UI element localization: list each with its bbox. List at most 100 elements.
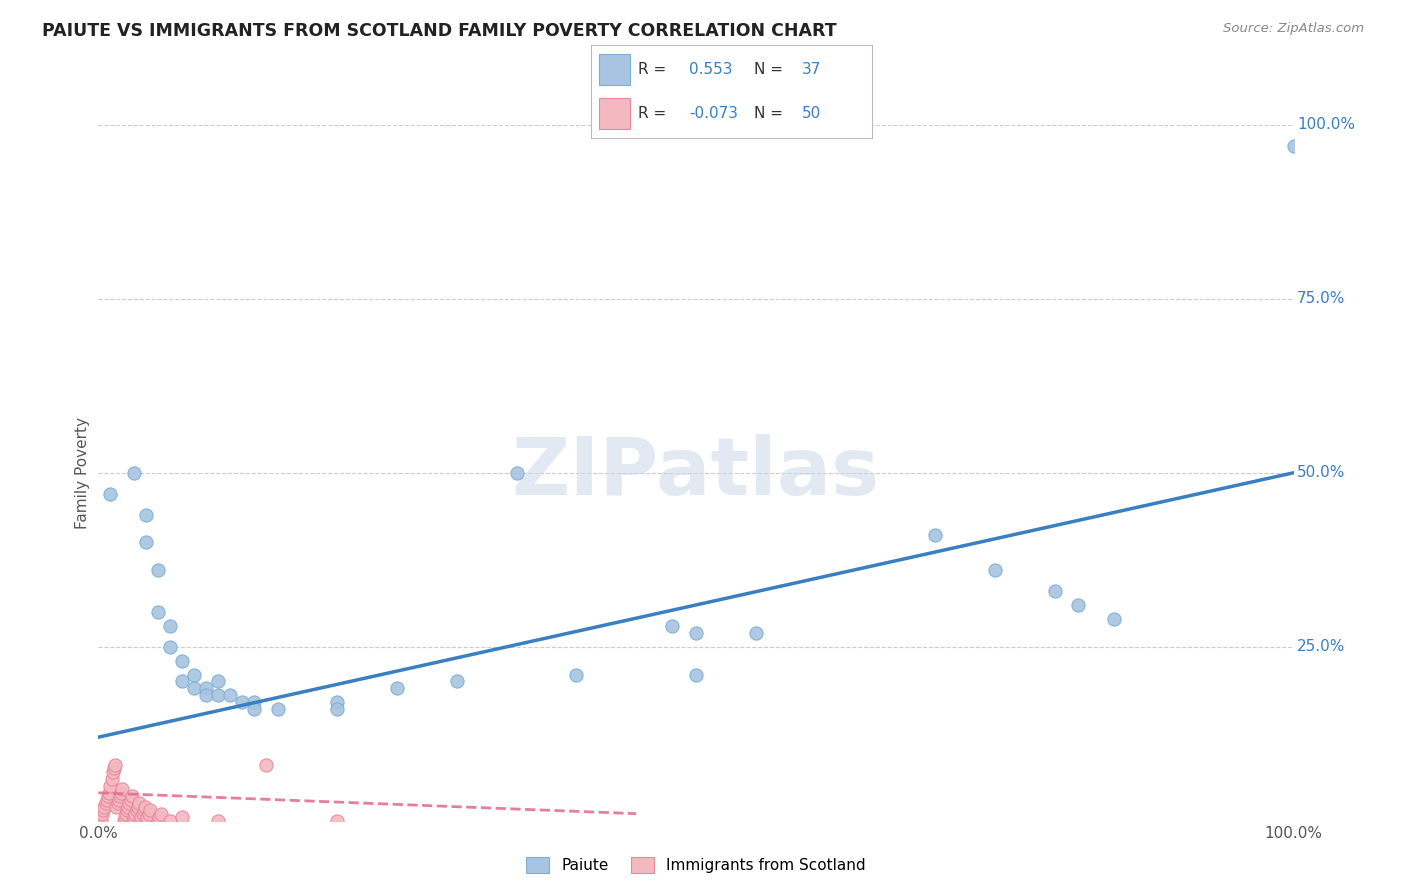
Point	[1067, 598, 1090, 612]
Point	[115, 806, 138, 821]
Point	[565, 667, 588, 681]
Bar	[599, 54, 630, 85]
Text: 0.553: 0.553	[689, 62, 733, 78]
Point	[745, 625, 768, 640]
Point	[159, 619, 181, 633]
Point	[103, 761, 125, 775]
Point	[924, 528, 946, 542]
Text: R =: R =	[638, 62, 672, 78]
Point	[149, 806, 172, 821]
Point	[135, 814, 157, 828]
Text: N =: N =	[754, 62, 787, 78]
Point	[207, 674, 229, 689]
Point	[129, 814, 152, 828]
Point	[91, 803, 114, 817]
Bar	[599, 98, 630, 129]
Point	[100, 772, 122, 786]
Point	[148, 563, 170, 577]
Text: ZIPatlas: ZIPatlas	[512, 434, 880, 512]
Point	[136, 810, 159, 824]
Point	[107, 796, 129, 810]
Point	[128, 796, 150, 810]
Point	[506, 466, 529, 480]
Point	[138, 806, 160, 821]
Text: N =: N =	[754, 106, 787, 121]
Point	[207, 689, 229, 703]
Point	[983, 563, 1005, 577]
Point	[98, 786, 121, 800]
Text: 25.0%: 25.0%	[1298, 640, 1346, 654]
Point	[124, 466, 146, 480]
Point	[183, 667, 205, 681]
Point	[127, 799, 149, 814]
Point	[148, 605, 170, 619]
Text: 50: 50	[801, 106, 821, 121]
Point	[135, 508, 157, 522]
Point	[326, 814, 349, 828]
Point	[1282, 138, 1305, 153]
Text: R =: R =	[638, 106, 672, 121]
Point	[385, 681, 409, 696]
Point	[231, 695, 253, 709]
Point	[446, 674, 468, 689]
Point	[104, 758, 127, 772]
Legend: Paiute, Immigrants from Scotland: Paiute, Immigrants from Scotland	[520, 851, 872, 880]
Point	[108, 789, 131, 804]
Point	[685, 667, 707, 681]
Point	[172, 810, 194, 824]
Text: -0.073: -0.073	[689, 106, 738, 121]
Point	[1043, 584, 1066, 599]
Point	[148, 814, 170, 828]
Point	[115, 803, 138, 817]
Point	[243, 695, 266, 709]
Point	[132, 803, 155, 817]
Point	[131, 806, 153, 821]
Point	[194, 689, 217, 703]
Point	[125, 803, 148, 817]
Point	[267, 702, 290, 716]
Point	[243, 702, 266, 716]
Point	[107, 793, 129, 807]
Point	[148, 810, 170, 824]
Point	[207, 814, 229, 828]
Point	[194, 681, 217, 696]
Point	[110, 786, 132, 800]
Point	[661, 619, 683, 633]
Point	[131, 810, 153, 824]
Point	[90, 814, 112, 828]
Point	[98, 779, 122, 793]
Text: 50.0%: 50.0%	[1298, 466, 1346, 480]
Point	[685, 625, 707, 640]
Point	[219, 689, 242, 703]
Point	[91, 806, 114, 821]
Point	[254, 758, 277, 772]
Point	[135, 535, 157, 549]
Point	[122, 814, 145, 828]
Point	[112, 814, 135, 828]
Point	[124, 806, 146, 821]
Point	[118, 796, 141, 810]
Point	[159, 640, 181, 654]
Text: 75.0%: 75.0%	[1298, 292, 1346, 306]
Point	[98, 486, 122, 500]
Point	[172, 674, 194, 689]
Point	[114, 810, 136, 824]
Text: 37: 37	[801, 62, 821, 78]
Point	[94, 796, 117, 810]
Point	[93, 799, 115, 814]
Y-axis label: Family Poverty: Family Poverty	[75, 417, 90, 529]
Point	[159, 814, 181, 828]
Point	[120, 793, 142, 807]
Point	[134, 799, 156, 814]
Point	[97, 789, 120, 804]
Point	[111, 782, 134, 797]
Point	[96, 793, 118, 807]
Text: PAIUTE VS IMMIGRANTS FROM SCOTLAND FAMILY POVERTY CORRELATION CHART: PAIUTE VS IMMIGRANTS FROM SCOTLAND FAMIL…	[42, 22, 837, 40]
Point	[124, 810, 146, 824]
Point	[183, 681, 205, 696]
Point	[101, 764, 124, 779]
Text: Source: ZipAtlas.com: Source: ZipAtlas.com	[1223, 22, 1364, 36]
Point	[326, 702, 349, 716]
Text: 100.0%: 100.0%	[1298, 118, 1355, 132]
Point	[139, 803, 162, 817]
